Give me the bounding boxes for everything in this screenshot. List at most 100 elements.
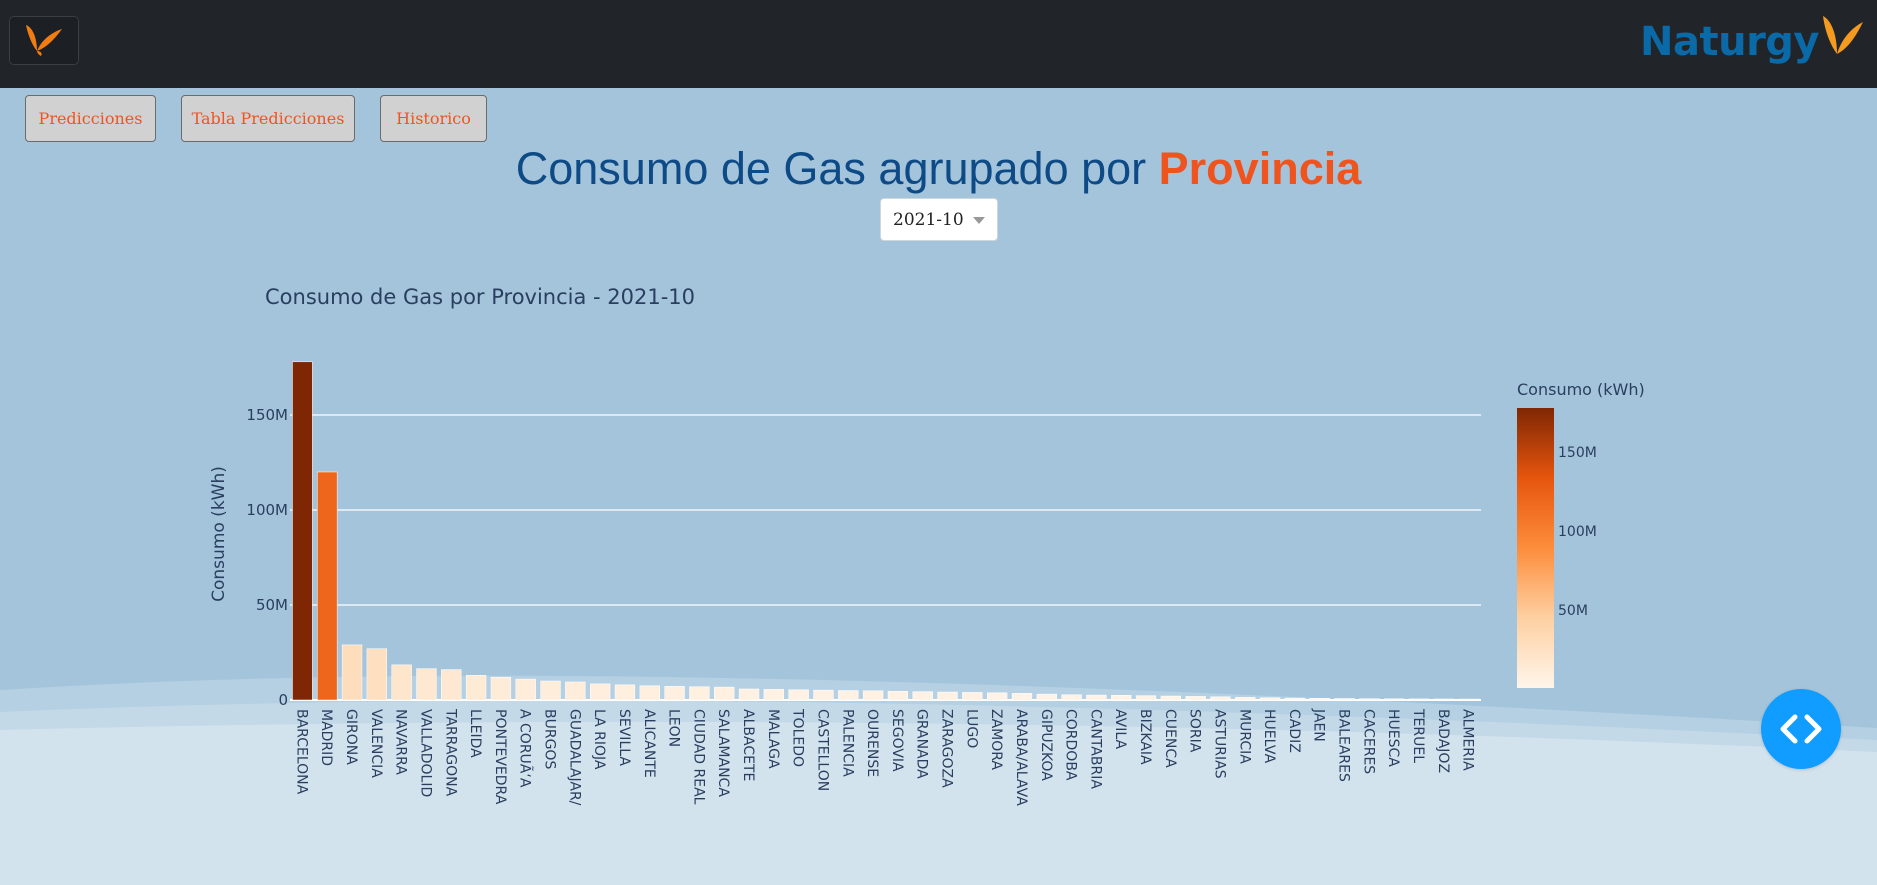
bar[interactable] [317, 471, 338, 701]
colorbar-ticks: 50M 100M 150M [1558, 445, 1597, 619]
bar[interactable] [1160, 695, 1182, 701]
x-tick-label: ZARAGOZA [939, 709, 955, 788]
bar[interactable] [1334, 698, 1355, 701]
x-tick-label: CORDOBA [1063, 709, 1079, 781]
x-tick-label: ALICANTE [641, 709, 657, 778]
x-tick-label: BADAJOZ [1435, 709, 1451, 773]
code-toggle-button[interactable] [1761, 689, 1841, 769]
bar[interactable] [1259, 697, 1281, 701]
colorbar-tick-label: 50M [1558, 603, 1588, 619]
bar[interactable] [1036, 693, 1057, 701]
bar[interactable] [788, 689, 809, 701]
x-tick-label: CADIZ [1286, 709, 1302, 753]
x-tick-label: LEON [666, 709, 682, 747]
colorbar-title: Consumo (kWh) [1517, 380, 1645, 399]
bar[interactable] [1359, 698, 1380, 701]
predicciones-button[interactable]: Predicciones [25, 95, 156, 142]
x-tick-label: PALENCIA [839, 709, 855, 777]
bar[interactable] [341, 644, 363, 701]
code-icon [1780, 714, 1822, 744]
y-axis-ticks: 0 50M 100M 150M [246, 406, 288, 709]
bar[interactable] [391, 664, 412, 701]
x-tick-label: HUELVA [1261, 709, 1277, 764]
bar[interactable] [838, 690, 859, 701]
bar[interactable] [689, 686, 710, 701]
x-tick-label: HUESCA [1385, 709, 1401, 767]
bar[interactable] [1433, 698, 1454, 701]
y-tick-label: 150M [246, 406, 288, 424]
bar[interactable] [540, 680, 561, 701]
x-tick-label: BALEARES [1336, 709, 1352, 782]
bar[interactable] [614, 684, 636, 701]
brand-logo: Naturgy [1640, 12, 1865, 72]
bar[interactable] [937, 691, 958, 701]
x-tick-label: SALAMANCA [715, 709, 731, 797]
bar[interactable] [986, 692, 1008, 701]
x-tick-label: SEGOVIA [889, 709, 905, 772]
x-tick-label: TERUEL [1410, 708, 1426, 763]
bar[interactable] [763, 689, 785, 701]
bar[interactable] [515, 678, 536, 701]
historico-button[interactable]: Historico [380, 95, 487, 142]
app-logo-icon[interactable] [9, 16, 79, 65]
x-tick-label: SORIA [1187, 709, 1203, 753]
bar[interactable] [1458, 698, 1479, 701]
bar[interactable] [1309, 698, 1330, 701]
bar[interactable] [862, 690, 884, 701]
bar[interactable] [714, 686, 735, 701]
bar[interactable] [292, 361, 313, 701]
chevron-down-icon [973, 217, 985, 224]
bar[interactable] [565, 681, 586, 701]
tabla-predicciones-button[interactable]: Tabla Predicciones [181, 95, 355, 142]
x-tick-label: ALBACETE [740, 709, 756, 781]
bar[interactable] [1135, 695, 1157, 701]
bar[interactable] [441, 669, 462, 701]
bar[interactable] [962, 692, 983, 701]
month-dropdown[interactable]: 2021-10 [880, 198, 998, 241]
y-tick-label: 0 [278, 691, 288, 709]
x-tick-label: AVILA [1112, 709, 1128, 750]
x-tick-label: MURCIA [1236, 709, 1252, 764]
bar[interactable] [589, 683, 611, 701]
bar[interactable] [1284, 697, 1306, 701]
bar[interactable] [416, 668, 437, 701]
bar[interactable] [1011, 693, 1033, 701]
x-tick-label: CACERES [1360, 709, 1376, 774]
bar[interactable] [1061, 694, 1082, 701]
x-tick-label: MADRID [318, 709, 334, 766]
y-tick-label: 100M [246, 501, 288, 519]
x-tick-label: JAEN [1311, 708, 1327, 742]
x-axis-ticks: BARCELONA MADRID GIRONA VALENCIA NAVARRA VALL… [293, 708, 1475, 806]
bar[interactable] [887, 691, 909, 701]
x-tick-label: LA RIOJA [591, 709, 607, 770]
bar[interactable] [490, 676, 512, 701]
x-tick-label: BARCELONA [293, 709, 309, 795]
bar[interactable] [912, 691, 933, 701]
colorbar-tick-label: 150M [1558, 445, 1597, 461]
colorbar [1517, 408, 1554, 688]
x-tick-label: CANTABRIA [1087, 709, 1103, 789]
x-tick-label: GIRONA [343, 709, 359, 765]
bar[interactable] [664, 686, 685, 701]
x-tick-label: GUADALAJAR/ [566, 709, 582, 806]
bar[interactable] [738, 688, 760, 701]
x-tick-label: OURENSE [864, 709, 880, 777]
bar[interactable] [639, 685, 660, 701]
bar[interactable] [1185, 696, 1206, 701]
page-title: Consumo de Gas agrupado por Provincia [0, 143, 1877, 195]
bar[interactable] [1111, 695, 1132, 701]
x-tick-label: CASTELLON [814, 709, 830, 791]
bar[interactable] [465, 675, 487, 701]
x-tick-label: CIUDAD REAL [690, 709, 706, 805]
bar[interactable] [366, 648, 388, 701]
bar[interactable] [813, 689, 834, 701]
bar[interactable] [1235, 697, 1256, 701]
bar[interactable] [1086, 694, 1107, 701]
bar[interactable] [1383, 698, 1405, 701]
bar[interactable] [1210, 696, 1231, 701]
bar[interactable] [1408, 698, 1430, 701]
colorbar-tick-label: 100M [1558, 524, 1597, 540]
x-tick-label: CUENCA [1162, 709, 1178, 768]
x-tick-label: MALAGA [765, 709, 781, 769]
